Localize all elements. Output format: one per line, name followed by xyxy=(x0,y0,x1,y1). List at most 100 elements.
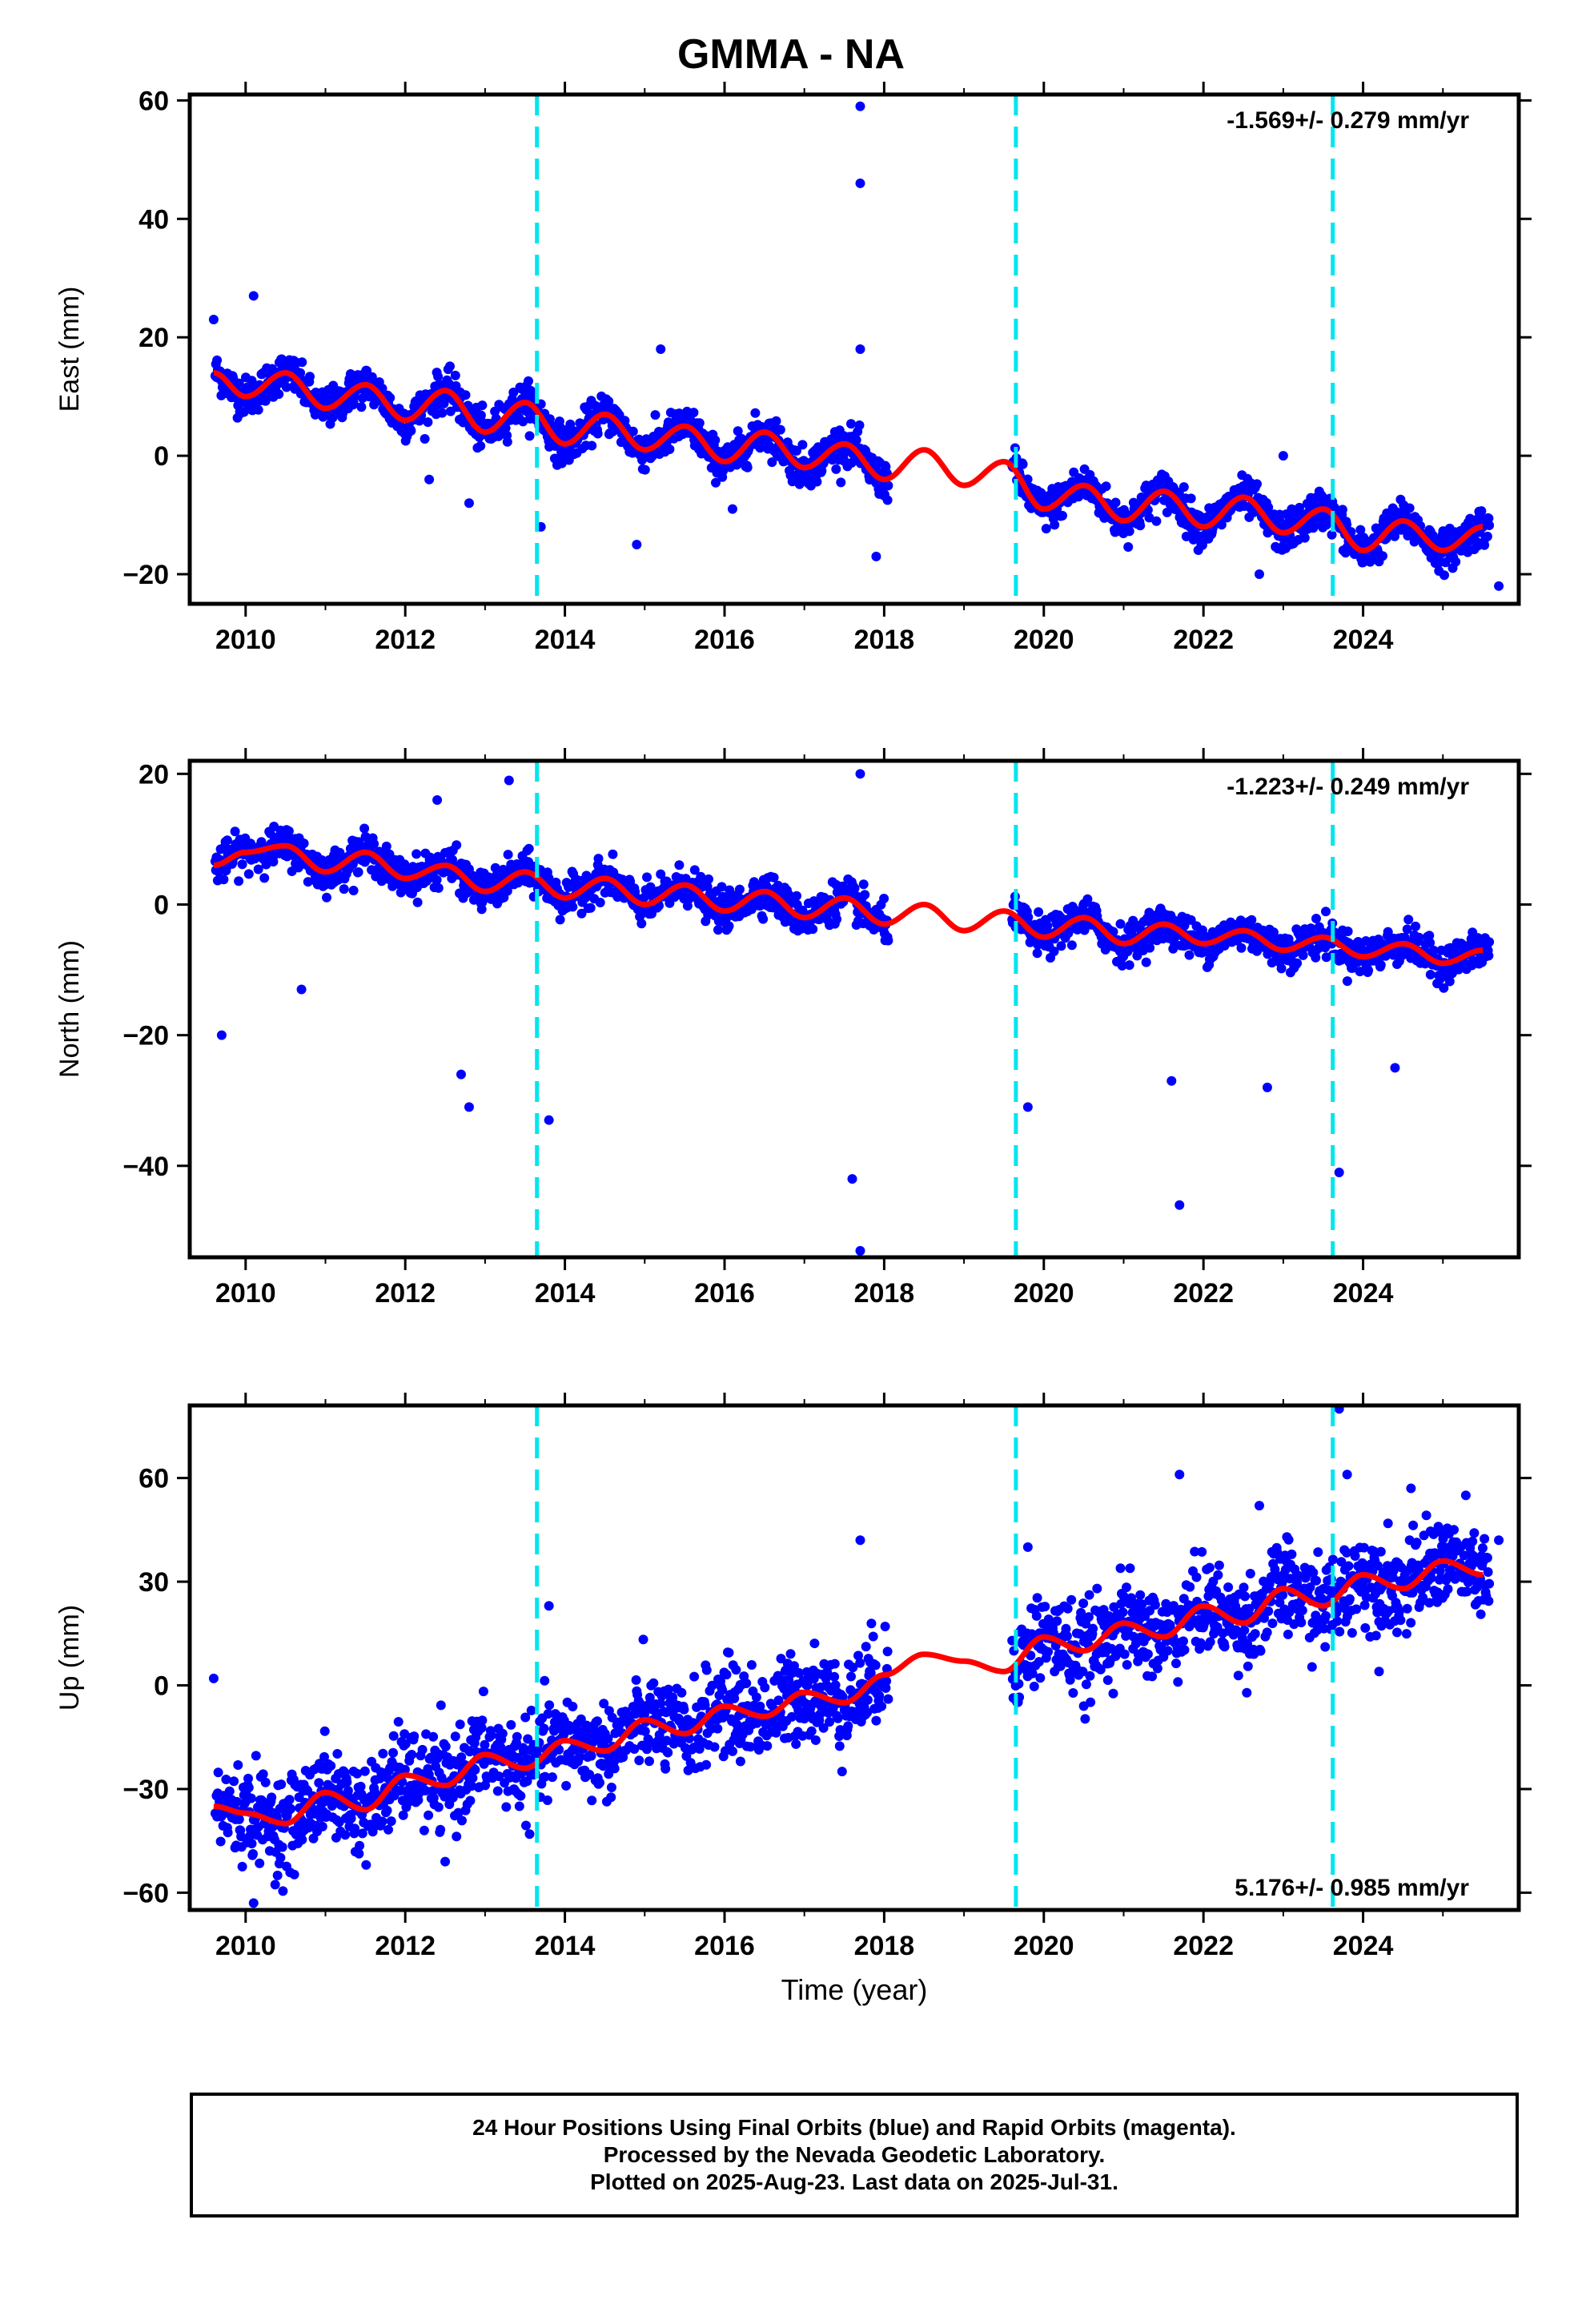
data-point xyxy=(476,440,486,451)
data-point xyxy=(357,1828,367,1839)
x-tick-label: 2024 xyxy=(1333,625,1394,655)
data-point xyxy=(710,435,721,445)
data-point xyxy=(234,378,244,388)
data-point xyxy=(784,890,794,900)
data-point xyxy=(355,1781,366,1791)
data-point xyxy=(1162,507,1172,517)
outlier-point xyxy=(632,540,642,550)
data-point xyxy=(466,1781,476,1791)
data-point xyxy=(648,1678,659,1688)
data-point xyxy=(762,1741,773,1751)
data-point xyxy=(343,1786,353,1796)
data-point xyxy=(319,1726,330,1736)
data-point xyxy=(742,462,753,472)
outlier-point xyxy=(1174,1200,1185,1210)
data-point xyxy=(1101,481,1111,492)
outlier-point xyxy=(456,1069,466,1080)
data-point xyxy=(797,440,808,450)
data-point xyxy=(544,1700,555,1711)
outlier-point xyxy=(216,1030,227,1040)
data-point xyxy=(524,843,534,854)
data-point xyxy=(433,883,444,893)
data-point xyxy=(359,1766,370,1776)
data-point xyxy=(297,357,307,368)
data-point xyxy=(603,1734,613,1744)
data-point xyxy=(440,1741,451,1751)
data-point xyxy=(234,876,244,887)
data-point xyxy=(465,1795,476,1806)
data-point xyxy=(456,1752,467,1763)
plot-frame xyxy=(187,758,1521,1260)
data-point xyxy=(516,1791,526,1801)
data-point xyxy=(539,1723,549,1734)
plot-frame xyxy=(187,92,1521,606)
data-point xyxy=(230,826,240,837)
data-point xyxy=(1023,912,1034,923)
data-point xyxy=(1144,513,1154,523)
data-point xyxy=(661,1735,672,1746)
data-point xyxy=(728,1746,737,1756)
data-point xyxy=(555,915,565,925)
data-point xyxy=(342,1777,352,1787)
data-point xyxy=(707,1680,717,1691)
data-point xyxy=(776,1654,786,1664)
data-point xyxy=(1117,960,1127,971)
data-point xyxy=(1476,506,1487,517)
y-tick-label: −40 xyxy=(122,1152,169,1182)
data-point xyxy=(1100,944,1110,955)
data-point xyxy=(554,1744,564,1755)
data-point xyxy=(832,914,842,924)
data-point xyxy=(477,1715,488,1726)
data-point xyxy=(1311,952,1321,963)
data-point xyxy=(275,1852,286,1863)
data-point xyxy=(854,420,865,430)
data-point xyxy=(406,425,416,436)
data-point xyxy=(259,873,270,883)
data-point xyxy=(689,865,700,875)
y-tick-label: 0 xyxy=(154,890,169,920)
data-point xyxy=(382,1805,392,1815)
data-point xyxy=(383,1824,393,1835)
data-point xyxy=(1022,474,1033,485)
data-point xyxy=(215,1836,226,1847)
data-point xyxy=(587,440,597,451)
data-point xyxy=(575,1751,585,1762)
data-point xyxy=(348,886,359,895)
data-point xyxy=(1361,936,1371,946)
data-point xyxy=(709,1742,720,1752)
data-point xyxy=(831,464,841,474)
data-point xyxy=(1439,570,1449,581)
data-point xyxy=(1135,521,1146,531)
data-point xyxy=(433,372,444,382)
data-point xyxy=(1337,505,1347,515)
data-point xyxy=(785,1649,796,1659)
data-point xyxy=(400,1739,411,1749)
data-point xyxy=(1424,931,1435,941)
data-point xyxy=(524,376,533,386)
outlier-point xyxy=(871,551,881,561)
data-point xyxy=(278,1886,288,1896)
data-point xyxy=(212,355,223,365)
y-axis-label: East (mm) xyxy=(54,287,85,412)
data-point xyxy=(883,935,893,946)
data-point xyxy=(346,1813,356,1823)
data-point xyxy=(518,416,528,427)
data-point xyxy=(1018,459,1028,469)
data-point xyxy=(689,1671,700,1682)
data-point xyxy=(243,1773,253,1783)
data-point xyxy=(882,495,893,505)
data-point xyxy=(1151,516,1162,526)
up-panel: 2010 2012 2014 2016 2018 2020 2022 202460300−30… xyxy=(54,1393,1532,2006)
data-point xyxy=(629,1744,640,1754)
data-point xyxy=(704,874,713,884)
data-point xyxy=(674,860,685,870)
data-point xyxy=(420,1786,431,1795)
data-point xyxy=(385,392,396,403)
data-point xyxy=(1480,540,1490,550)
data-point xyxy=(420,434,430,444)
data-point xyxy=(1110,497,1121,508)
data-point xyxy=(1327,529,1337,540)
outlier-point xyxy=(847,1174,857,1184)
data-point xyxy=(428,1731,439,1742)
y-tick-label: 20 xyxy=(139,323,169,353)
